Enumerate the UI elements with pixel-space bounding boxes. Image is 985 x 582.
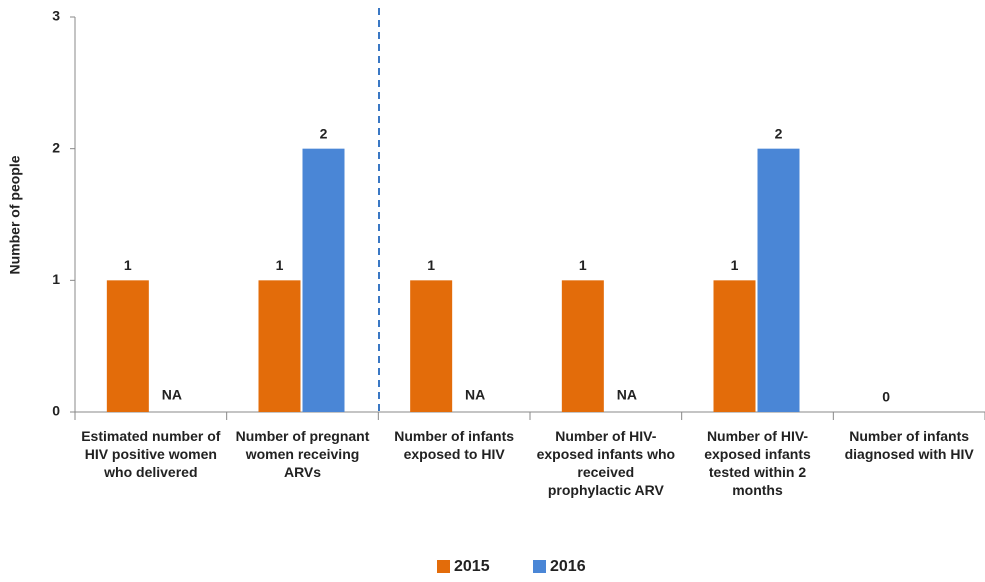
data-label: 1 [276,257,284,273]
y-tick-label: 3 [52,8,60,24]
legend-label: 2015 [454,558,490,575]
x-tick-label: Number of pregnant women receiving ARVs [235,428,370,480]
y-tick-label: 0 [52,403,60,419]
data-label: 1 [731,257,739,273]
bar [106,280,149,412]
bar [561,280,604,412]
data-label: 2 [775,125,783,141]
data-label: 2 [320,125,328,141]
data-label: NA [465,387,485,403]
data-label: 1 [427,257,435,273]
data-label: NA [617,387,637,403]
data-label: 1 [124,257,132,273]
x-tick-label: Number of HIV-exposed infants tested wit… [704,428,811,498]
legend-swatch [437,560,450,573]
bar [410,280,453,412]
x-tick-label: Number of HIV-exposed infants who receiv… [536,428,676,498]
legend-label: 2016 [550,558,586,575]
data-label: NA [162,387,182,403]
y-axis-title: Number of people [7,155,23,274]
bar [258,280,301,412]
y-tick-label: 1 [52,271,60,287]
x-tick-label: Number of infants diagnosed with HIV [844,428,974,462]
bar [302,148,345,412]
legend-swatch [533,560,546,573]
y-tick-label: 2 [52,139,60,155]
x-tick-label: Number of infants exposed to HIV [394,428,515,462]
bar [713,280,756,412]
data-label: 0 [882,389,890,405]
data-label: 1 [579,257,587,273]
x-tick-label: Estimated number of HIV positive women w… [81,428,221,480]
bar [757,148,800,412]
